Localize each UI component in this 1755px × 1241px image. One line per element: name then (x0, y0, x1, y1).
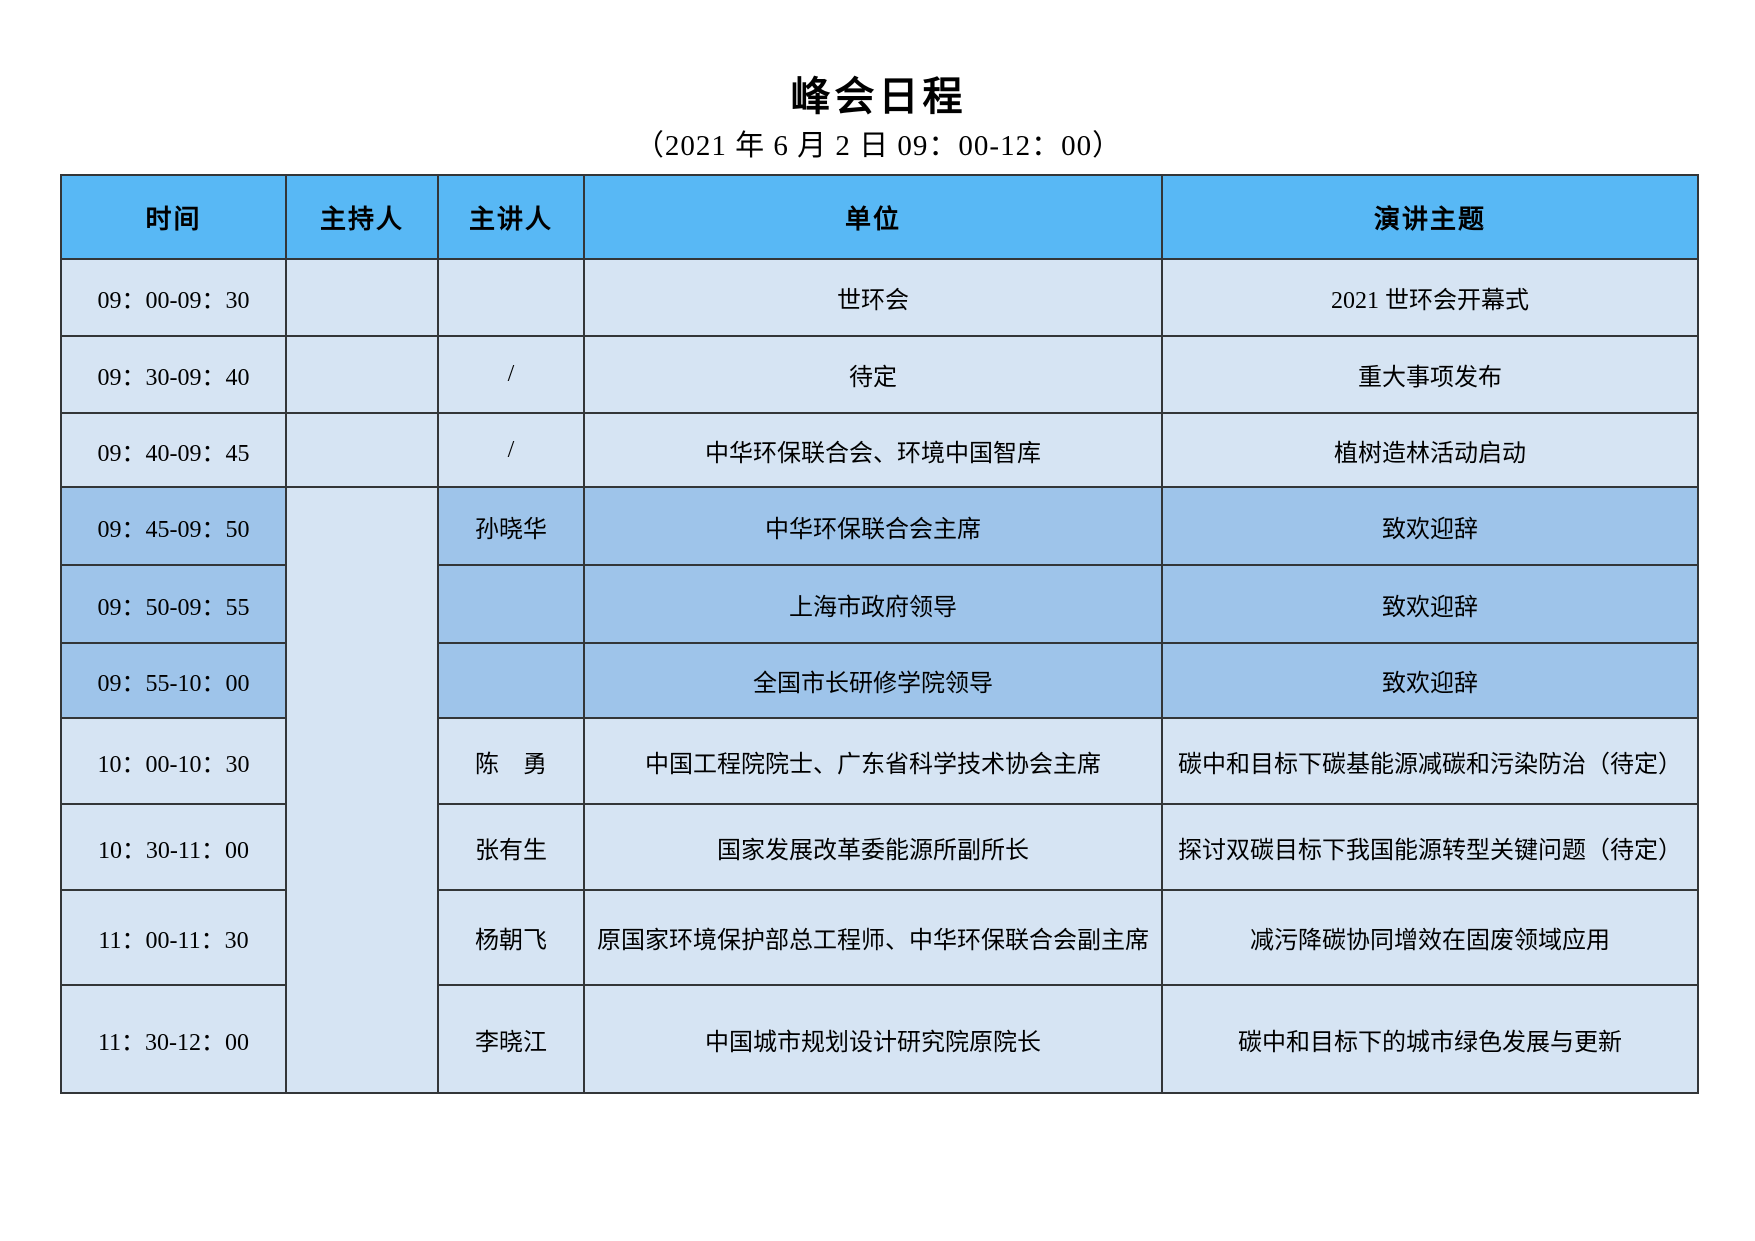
cell-host (285, 335, 439, 414)
cell-speaker (437, 258, 585, 337)
cell-org: 待定 (583, 335, 1163, 414)
cell-host-merged (285, 486, 439, 1094)
table-row: 09：30-09：40 / 待定 重大事项发布 (60, 335, 1699, 414)
cell-time: 09：30-09：40 (60, 335, 287, 414)
cell-org: 中华环保联合会、环境中国智库 (583, 412, 1163, 488)
cell-speaker: 杨朝飞 (437, 889, 585, 986)
cell-time: 10：00-10：30 (60, 717, 287, 805)
cell-speaker: / (437, 412, 585, 488)
cell-time: 09：45-09：50 (60, 486, 287, 566)
cell-topic: 探讨双碳目标下我国能源转型关键问题（待定） (1161, 803, 1699, 891)
schedule-table: 时间 主持人 主讲人 单位 演讲主题 09：00-09：30 世环会 2021 … (60, 174, 1699, 1094)
cell-speaker: 孙晓华 (437, 486, 585, 566)
table-header-row: 时间 主持人 主讲人 单位 演讲主题 (60, 174, 1699, 260)
cell-org: 上海市政府领导 (583, 564, 1163, 644)
cell-topic: 2021 世环会开幕式 (1161, 258, 1699, 337)
page-subtitle: （2021 年 6 月 2 日 09：00-12：00） (634, 130, 1123, 162)
cell-speaker: / (437, 335, 585, 414)
cell-speaker: 张有生 (437, 803, 585, 891)
table-row: 09：00-09：30 世环会 2021 世环会开幕式 (60, 258, 1699, 337)
cell-org: 原国家环境保护部总工程师、中华环保联合会副主席 (583, 889, 1163, 986)
table-row: 09：45-09：50 孙晓华 中华环保联合会主席 致欢迎辞 (60, 486, 1699, 1094)
header-host: 主持人 (285, 174, 439, 260)
table-row: 11：00-11：30 杨朝飞 原国家环境保护部总工程师、中华环保联合会副主席 … (60, 889, 1699, 986)
cell-org: 世环会 (583, 258, 1163, 337)
cell-topic: 植树造林活动启动 (1161, 412, 1699, 488)
cell-time: 11：00-11：30 (60, 889, 287, 986)
cell-time: 09：40-09：45 (60, 412, 287, 488)
cell-host (285, 258, 439, 337)
cell-speaker (437, 564, 585, 644)
table-row: 09：55-10：00 全国市长研修学院领导 致欢迎辞 (60, 642, 1699, 719)
cell-org: 中国工程院院士、广东省科学技术协会主席 (583, 717, 1163, 805)
header-org: 单位 (583, 174, 1163, 260)
cell-speaker: 李晓江 (437, 984, 585, 1094)
cell-time: 10：30-11：00 (60, 803, 287, 891)
table-row: 09：50-09：55 上海市政府领导 致欢迎辞 (60, 564, 1699, 644)
header-time: 时间 (60, 174, 287, 260)
header-speaker: 主讲人 (437, 174, 585, 260)
cell-org: 全国市长研修学院领导 (583, 642, 1163, 719)
cell-org: 国家发展改革委能源所副所长 (583, 803, 1163, 891)
cell-topic: 致欢迎辞 (1161, 486, 1699, 566)
cell-topic: 重大事项发布 (1161, 335, 1699, 414)
cell-speaker (437, 642, 585, 719)
cell-org: 中国城市规划设计研究院原院长 (583, 984, 1163, 1094)
cell-org: 中华环保联合会主席 (583, 486, 1163, 566)
header-topic: 演讲主题 (1161, 174, 1699, 260)
table-row: 10：00-10：30 陈 勇 中国工程院院士、广东省科学技术协会主席 碳中和目… (60, 717, 1699, 805)
cell-topic: 碳中和目标下的城市绿色发展与更新 (1161, 984, 1699, 1094)
table-row: 09：40-09：45 / 中华环保联合会、环境中国智库 植树造林活动启动 (60, 412, 1699, 488)
cell-topic: 致欢迎辞 (1161, 642, 1699, 719)
cell-time: 09：00-09：30 (60, 258, 287, 337)
cell-host (285, 412, 439, 488)
cell-time: 09：50-09：55 (60, 564, 287, 644)
cell-topic: 致欢迎辞 (1161, 564, 1699, 644)
cell-time: 11：30-12：00 (60, 984, 287, 1094)
cell-time: 09：55-10：00 (60, 642, 287, 719)
table-row: 10：30-11：00 张有生 国家发展改革委能源所副所长 探讨双碳目标下我国能… (60, 803, 1699, 891)
cell-speaker: 陈 勇 (437, 717, 585, 805)
table-row: 11：30-12：00 李晓江 中国城市规划设计研究院原院长 碳中和目标下的城市… (60, 984, 1699, 1094)
cell-topic: 减污降碳协同增效在固废领域应用 (1161, 889, 1699, 986)
cell-topic: 碳中和目标下碳基能源减碳和污染防治（待定） (1161, 717, 1699, 805)
page-title: 峰会日程 (790, 74, 967, 119)
